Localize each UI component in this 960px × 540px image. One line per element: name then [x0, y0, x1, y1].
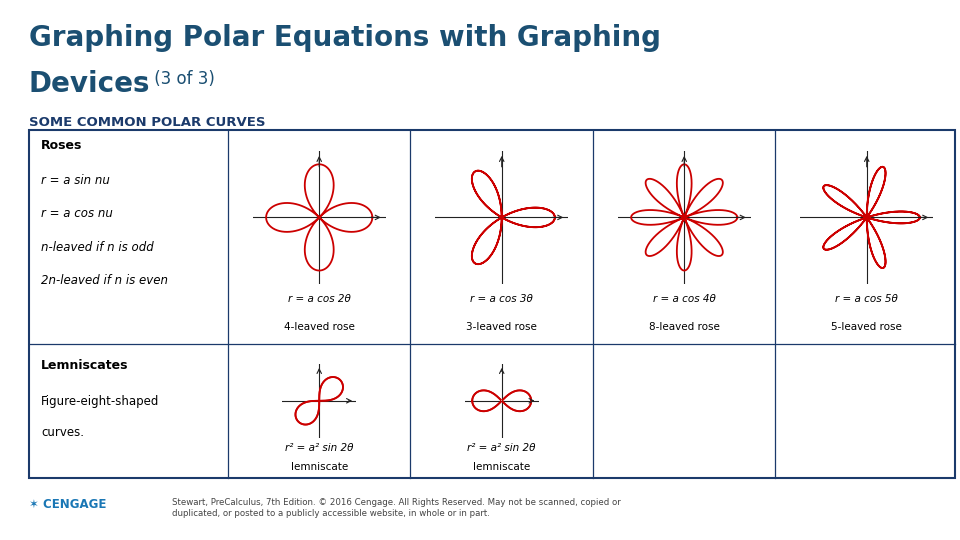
Text: r = a cos 4θ: r = a cos 4θ — [653, 294, 715, 304]
Text: Figure-eight-shaped: Figure-eight-shaped — [41, 395, 159, 408]
Text: r² = a² sin 2θ: r² = a² sin 2θ — [285, 443, 353, 453]
Text: 4-leaved rose: 4-leaved rose — [284, 322, 354, 332]
Text: r = a cos nu: r = a cos nu — [41, 207, 113, 220]
Text: r = a cos 3θ: r = a cos 3θ — [470, 294, 533, 304]
Text: (3 of 3): (3 of 3) — [149, 70, 215, 88]
Text: 8-leaved rose: 8-leaved rose — [649, 322, 720, 332]
Text: 5-leaved rose: 5-leaved rose — [831, 322, 902, 332]
Text: r = a cos 2θ: r = a cos 2θ — [288, 294, 350, 304]
Text: lemniscate: lemniscate — [291, 462, 348, 472]
Text: Devices: Devices — [29, 70, 151, 98]
Text: lemniscate: lemniscate — [473, 462, 530, 472]
Text: n-leaved if n is odd: n-leaved if n is odd — [41, 241, 154, 254]
Text: Roses: Roses — [41, 139, 83, 152]
Text: r² = a² sin 2θ: r² = a² sin 2θ — [468, 443, 536, 453]
Text: 3-leaved rose: 3-leaved rose — [467, 322, 538, 332]
Text: 2n-leaved if n is even: 2n-leaved if n is even — [41, 274, 168, 287]
Text: Stewart, PreCalculus, 7th Edition. © 2016 Cengage. All Rights Reserved. May not : Stewart, PreCalculus, 7th Edition. © 201… — [172, 498, 620, 517]
Text: r = a cos 5θ: r = a cos 5θ — [835, 294, 899, 304]
Text: SOME COMMON POLAR CURVES: SOME COMMON POLAR CURVES — [29, 116, 265, 129]
Text: curves.: curves. — [41, 426, 84, 440]
Text: Graphing Polar Equations with Graphing: Graphing Polar Equations with Graphing — [29, 24, 660, 52]
Text: r = a sin nu: r = a sin nu — [41, 174, 110, 187]
Text: ✶ CENGAGE: ✶ CENGAGE — [29, 498, 107, 511]
Text: Lemniscates: Lemniscates — [41, 360, 129, 373]
